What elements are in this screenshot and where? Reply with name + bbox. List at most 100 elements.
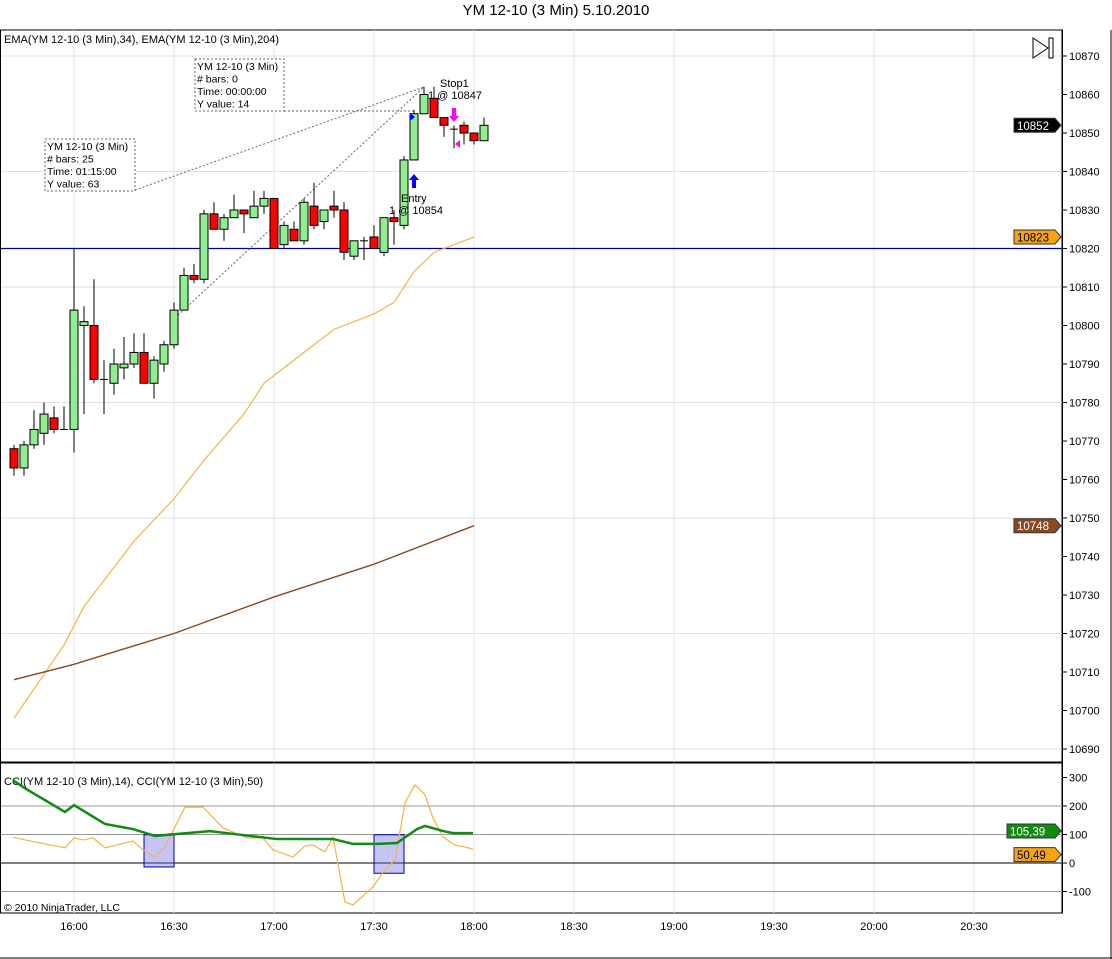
y-tick-label: 10860	[1069, 90, 1100, 102]
y-tick-label: 10710	[1069, 667, 1100, 679]
entry-arrow-up-icon	[409, 174, 419, 188]
ruler-line[interactable]	[134, 86, 425, 191]
x-tick-label: 18:00	[460, 921, 488, 933]
y-tick-label: 10690	[1069, 744, 1100, 756]
candle[interactable]	[399, 156, 409, 230]
candle[interactable]	[239, 209, 249, 234]
candle-body	[229, 209, 239, 219]
candle[interactable]	[100, 360, 108, 415]
cci-badge: 50,49	[1013, 847, 1062, 862]
candle-body	[409, 113, 419, 161]
cci-badge: 105,39	[1006, 823, 1062, 839]
x-tick-label: 16:30	[160, 921, 188, 933]
stop-arrow-down-icon	[449, 108, 459, 122]
candle[interactable]	[29, 410, 39, 449]
x-tick-label: 17:30	[360, 921, 388, 933]
candle[interactable]	[129, 333, 139, 368]
badge-shape	[1013, 518, 1062, 534]
candle[interactable]	[319, 209, 329, 230]
candle[interactable]	[259, 190, 269, 214]
candle[interactable]	[9, 444, 19, 476]
candle[interactable]	[299, 198, 309, 245]
candle[interactable]	[219, 213, 229, 241]
candle[interactable]	[369, 225, 379, 249]
candle-body	[259, 197, 269, 207]
candle[interactable]	[360, 236, 368, 261]
badge-text: 10748	[1017, 521, 1049, 533]
candle-body	[349, 240, 359, 257]
candle[interactable]	[19, 441, 29, 476]
candle[interactable]	[39, 402, 49, 445]
candle[interactable]	[109, 348, 119, 395]
candle[interactable]	[349, 240, 359, 261]
price-badge: 10748	[1013, 518, 1062, 534]
candle[interactable]	[89, 279, 99, 384]
candle[interactable]	[60, 406, 68, 430]
candle[interactable]	[179, 267, 189, 311]
candle[interactable]	[199, 210, 209, 284]
candle[interactable]	[409, 109, 419, 161]
candle[interactable]	[289, 221, 299, 242]
candle[interactable]	[279, 221, 289, 249]
candle[interactable]	[479, 117, 489, 142]
tooltip-box	[194, 58, 285, 112]
copyright-text: © 2010 NinjaTrader, LLC	[4, 902, 120, 914]
candle[interactable]	[379, 217, 389, 257]
candle[interactable]	[209, 202, 219, 230]
candle[interactable]	[249, 190, 259, 219]
candle-body	[199, 213, 209, 280]
candle[interactable]	[419, 86, 429, 115]
candle[interactable]	[469, 132, 479, 145]
badge-text: 50,49	[1017, 850, 1046, 862]
x-tick-label: 20:30	[960, 921, 988, 933]
badge-text: 105,39	[1010, 826, 1045, 838]
cci-tick-label: -100	[1069, 887, 1091, 899]
price-panel	[0, 29, 1063, 763]
candle[interactable]	[49, 406, 59, 434]
badge-text: 10852	[1017, 121, 1049, 133]
candle[interactable]	[439, 117, 449, 137]
candle[interactable]	[429, 86, 439, 119]
candle[interactable]	[69, 248, 79, 453]
candle-body	[439, 117, 449, 126]
chart-title: YM 12-10 (3 Min) 5.10.2010	[462, 2, 650, 19]
candle-body	[399, 159, 409, 226]
candle[interactable]	[459, 121, 469, 145]
y-tick-label: 10720	[1069, 629, 1100, 641]
candle-body	[119, 363, 129, 369]
candle[interactable]	[139, 333, 149, 384]
candle[interactable]	[149, 356, 159, 399]
candle-body	[339, 209, 349, 253]
candle-body	[249, 205, 259, 219]
candle[interactable]	[450, 125, 458, 149]
candle[interactable]	[229, 194, 239, 219]
candle-body	[429, 97, 439, 119]
candle[interactable]	[329, 190, 339, 218]
candle[interactable]	[189, 263, 199, 284]
candle[interactable]	[79, 306, 89, 415]
cci-tick-label: 0	[1069, 858, 1075, 870]
cci-highlight-box[interactable]	[143, 834, 175, 868]
tooltip-line: Time: 00:00:00	[197, 86, 267, 98]
x-tick-label: 17:00	[260, 921, 288, 933]
candle[interactable]	[119, 337, 129, 380]
skip-to-end-icon[interactable]	[1032, 37, 1054, 59]
cci-panel-legend: CCI(YM 12-10 (3 Min),14), CCI(YM 12-10 (…	[4, 776, 263, 788]
candle[interactable]	[309, 183, 319, 230]
candle-body	[219, 217, 229, 230]
badge-shape	[1013, 117, 1062, 133]
y-tick-label: 10750	[1069, 513, 1100, 525]
candle[interactable]	[339, 202, 349, 261]
tooltip-line: Time: 01:15:00	[47, 166, 117, 178]
candle-body	[389, 217, 399, 223]
price-panel-legend: EMA(YM 12-10 (3 Min),34), EMA(YM 12-10 (…	[4, 34, 279, 46]
y-tick-label: 10770	[1069, 436, 1100, 448]
candle[interactable]	[269, 197, 279, 249]
candle[interactable]	[169, 302, 179, 349]
candle[interactable]	[389, 210, 399, 245]
candle-body	[169, 309, 179, 346]
candle[interactable]	[159, 340, 169, 372]
price-badge: 10852	[1013, 117, 1062, 133]
